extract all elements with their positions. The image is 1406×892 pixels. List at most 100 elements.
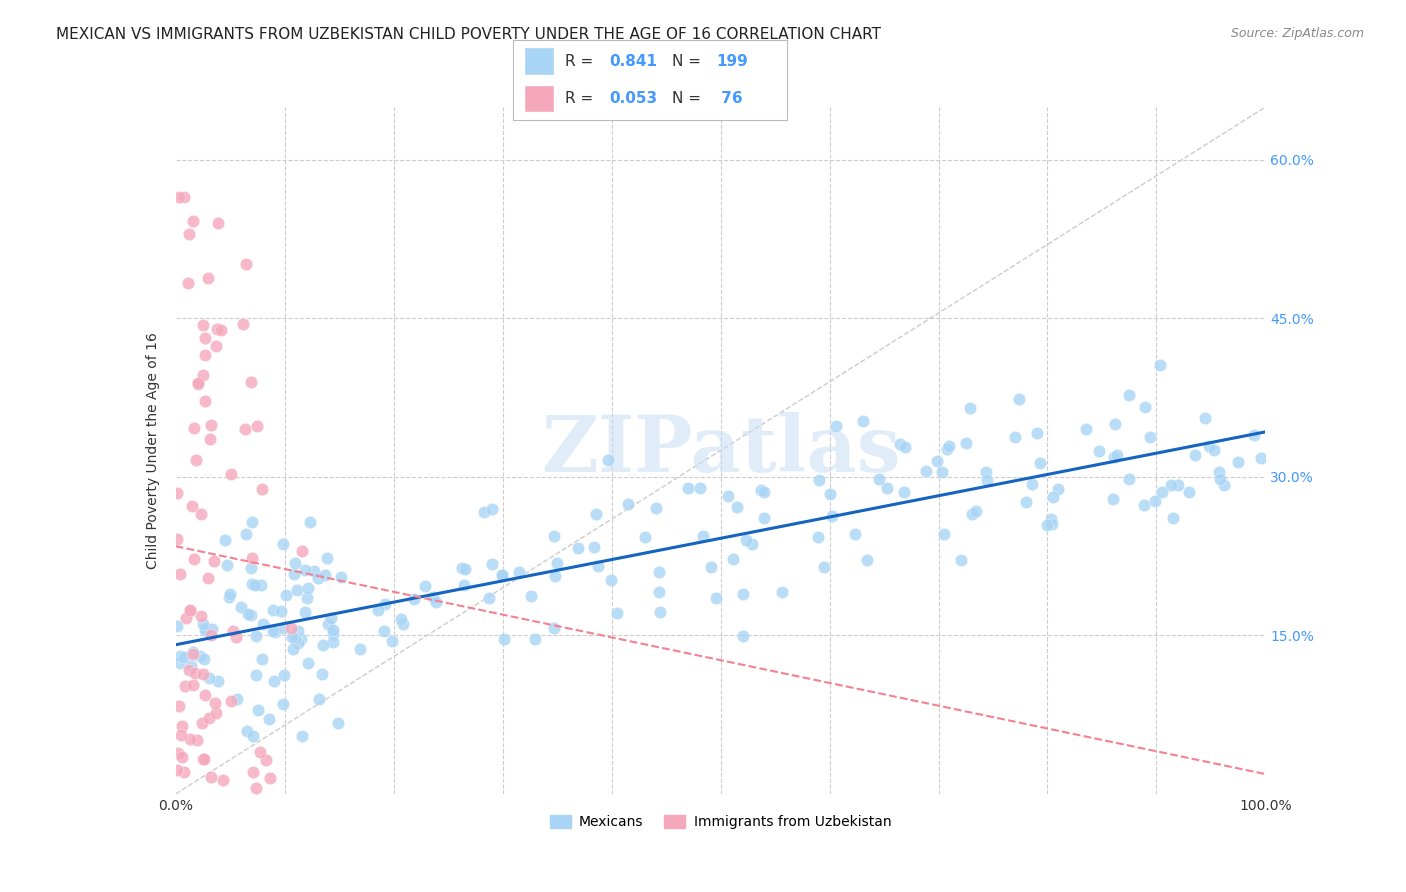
Mexicans bbox=[218, 590, 240, 604]
Mexicans bbox=[281, 641, 304, 656]
Immigrants from Uzbekistan bbox=[166, 763, 188, 777]
Mexicans bbox=[1184, 448, 1206, 462]
Mexicans bbox=[588, 559, 610, 574]
Immigrants from Uzbekistan bbox=[235, 257, 257, 271]
Mexicans bbox=[616, 497, 638, 511]
Immigrants from Uzbekistan bbox=[173, 765, 195, 780]
Mexicans bbox=[240, 516, 263, 530]
Immigrants from Uzbekistan bbox=[174, 611, 197, 625]
Mexicans bbox=[280, 630, 302, 644]
Mexicans bbox=[731, 629, 754, 643]
Mexicans bbox=[955, 436, 977, 450]
Mexicans bbox=[307, 571, 329, 585]
Mexicans bbox=[491, 568, 513, 582]
Mexicans bbox=[294, 563, 316, 577]
Mexicans bbox=[422, 590, 444, 604]
Y-axis label: Child Poverty Under the Age of 16: Child Poverty Under the Age of 16 bbox=[146, 332, 160, 569]
Mexicans bbox=[284, 632, 307, 646]
Mexicans bbox=[242, 729, 264, 743]
Mexicans bbox=[243, 578, 266, 592]
Immigrants from Uzbekistan bbox=[197, 571, 219, 585]
Mexicans bbox=[524, 632, 547, 646]
Mexicans bbox=[240, 561, 263, 575]
Mexicans bbox=[914, 464, 936, 478]
Mexicans bbox=[271, 697, 294, 711]
Mexicans bbox=[304, 564, 326, 578]
Immigrants from Uzbekistan bbox=[205, 706, 228, 721]
Mexicans bbox=[821, 509, 844, 524]
Immigrants from Uzbekistan bbox=[184, 666, 207, 681]
Mexicans bbox=[250, 652, 273, 666]
Mexicans bbox=[214, 533, 236, 548]
Mexicans bbox=[239, 608, 262, 623]
Immigrants from Uzbekistan bbox=[191, 715, 214, 730]
Mexicans bbox=[1150, 485, 1173, 500]
Mexicans bbox=[1015, 494, 1038, 508]
Mexicans bbox=[894, 440, 917, 454]
Immigrants from Uzbekistan bbox=[202, 554, 225, 568]
Immigrants from Uzbekistan bbox=[193, 368, 215, 382]
Immigrants from Uzbekistan bbox=[183, 421, 205, 435]
Mexicans bbox=[735, 533, 758, 548]
Immigrants from Uzbekistan bbox=[177, 227, 200, 241]
Mexicans bbox=[925, 454, 948, 468]
Mexicans bbox=[648, 565, 671, 579]
Mexicans bbox=[731, 587, 754, 601]
Mexicans bbox=[599, 573, 621, 587]
Mexicans bbox=[235, 527, 257, 541]
Immigrants from Uzbekistan bbox=[204, 339, 226, 353]
Mexicans bbox=[283, 566, 305, 581]
Mexicans bbox=[311, 666, 333, 681]
Mexicans bbox=[194, 622, 217, 636]
Immigrants from Uzbekistan bbox=[179, 663, 201, 677]
Mexicans bbox=[543, 529, 565, 543]
Mexicans bbox=[236, 607, 259, 622]
Mexicans bbox=[876, 482, 898, 496]
Mexicans bbox=[1118, 471, 1140, 485]
Mexicans bbox=[298, 515, 321, 529]
Mexicans bbox=[700, 560, 723, 574]
Mexicans bbox=[472, 505, 495, 519]
Immigrants from Uzbekistan bbox=[167, 190, 190, 204]
Immigrants from Uzbekistan bbox=[231, 318, 253, 332]
Immigrants from Uzbekistan bbox=[166, 485, 188, 500]
Mexicans bbox=[962, 507, 984, 521]
Mexicans bbox=[813, 559, 835, 574]
Immigrants from Uzbekistan bbox=[169, 567, 191, 582]
Immigrants from Uzbekistan bbox=[179, 731, 201, 746]
Mexicans bbox=[271, 620, 294, 634]
Immigrants from Uzbekistan bbox=[240, 375, 263, 389]
Mexicans bbox=[704, 591, 727, 606]
Mexicans bbox=[297, 581, 319, 595]
Mexicans bbox=[1243, 428, 1265, 442]
Mexicans bbox=[330, 570, 353, 584]
Mexicans bbox=[454, 562, 477, 576]
Mexicans bbox=[751, 483, 773, 497]
Mexicans bbox=[725, 500, 748, 514]
Mexicans bbox=[648, 584, 671, 599]
Mexicans bbox=[1042, 490, 1064, 504]
Mexicans bbox=[198, 671, 221, 685]
Immigrants from Uzbekistan bbox=[179, 603, 201, 617]
Immigrants from Uzbekistan bbox=[180, 499, 202, 513]
Mexicans bbox=[585, 508, 607, 522]
Text: MEXICAN VS IMMIGRANTS FROM UZBEKISTAN CHILD POVERTY UNDER THE AGE OF 16 CORRELAT: MEXICAN VS IMMIGRANTS FROM UZBEKISTAN CH… bbox=[56, 27, 882, 42]
Immigrants from Uzbekistan bbox=[193, 318, 215, 332]
Mexicans bbox=[1074, 422, 1097, 436]
Text: N =: N = bbox=[672, 54, 706, 70]
Text: 0.841: 0.841 bbox=[609, 54, 657, 70]
Mexicans bbox=[1166, 477, 1188, 491]
Mexicans bbox=[807, 531, 830, 545]
Mexicans bbox=[676, 481, 699, 495]
Text: 76: 76 bbox=[716, 91, 742, 106]
Mexicans bbox=[413, 579, 436, 593]
Mexicans bbox=[754, 510, 776, 524]
Bar bbox=[524, 47, 554, 75]
Mexicans bbox=[650, 605, 672, 619]
Immigrants from Uzbekistan bbox=[200, 770, 222, 784]
Mexicans bbox=[169, 656, 191, 670]
Mexicans bbox=[229, 600, 252, 615]
Mexicans bbox=[285, 583, 308, 598]
Immigrants from Uzbekistan bbox=[167, 699, 190, 714]
Mexicans bbox=[508, 565, 530, 579]
